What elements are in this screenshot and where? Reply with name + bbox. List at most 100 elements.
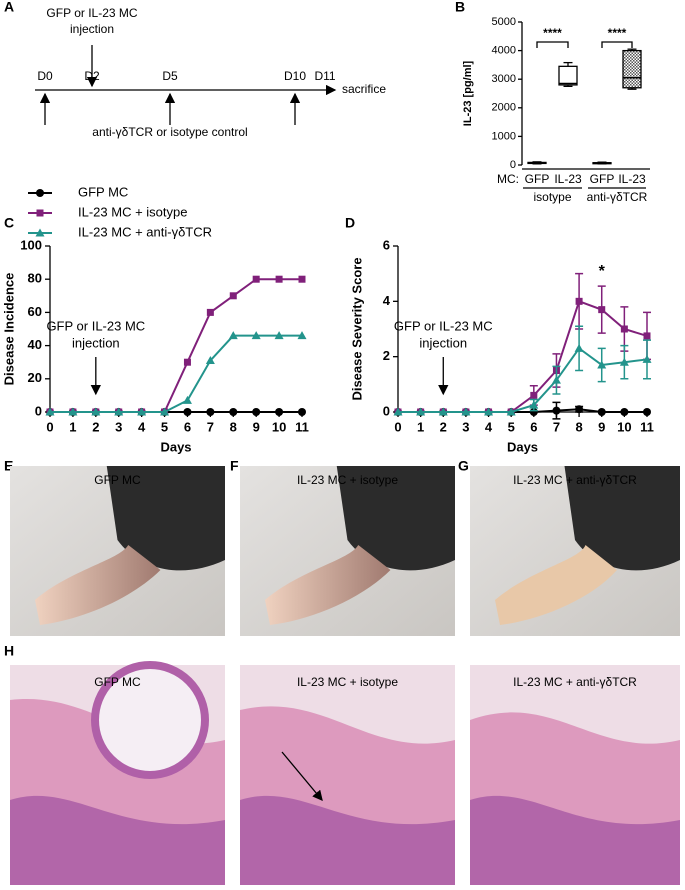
timeline-day: D10 xyxy=(284,69,306,83)
x-axis-label: Days xyxy=(160,439,191,454)
x-tick-label: 10 xyxy=(272,419,286,434)
data-point xyxy=(598,306,606,314)
x-tick-label: 2 xyxy=(440,419,447,434)
data-point xyxy=(252,408,261,416)
x-tick-label: 8 xyxy=(575,419,582,434)
data-point xyxy=(643,332,651,340)
data-point xyxy=(229,408,238,416)
data-point xyxy=(643,408,651,416)
legend-label: IL-23 MC + isotype xyxy=(78,204,187,219)
histology-photo xyxy=(470,665,680,885)
series-line xyxy=(398,346,648,413)
x-tick-label: 3 xyxy=(115,419,122,434)
timeline-bottom-label: anti-γδTCR or isotype control xyxy=(92,125,247,139)
data-point xyxy=(274,331,284,340)
photo-title: IL-23 MC + isotype xyxy=(297,473,398,487)
x-tick-label: 5 xyxy=(508,419,515,434)
y-tick-label: 2000 xyxy=(492,102,516,114)
significance-bracket xyxy=(536,41,569,48)
x-tick-label: 0 xyxy=(394,419,401,434)
cartilage xyxy=(10,795,225,885)
y-tick-label: 40 xyxy=(28,337,42,352)
panel-label: B xyxy=(455,0,465,15)
x-tick-label: 1 xyxy=(69,419,76,434)
timeline-end-label: sacrifice xyxy=(342,82,386,96)
legend-marker xyxy=(35,228,45,237)
x-tick-label: 4 xyxy=(485,419,493,434)
significance-bracket xyxy=(601,41,633,48)
x-tick-label: 7 xyxy=(207,419,214,434)
y-tick-label: 0 xyxy=(35,403,42,418)
y-axis-label: IL-23 [pg/ml] xyxy=(462,60,474,126)
x-tick-label: 9 xyxy=(598,419,605,434)
gross-photo xyxy=(240,466,455,636)
timeline-day: D11 xyxy=(314,69,335,83)
x-tick-label: 4 xyxy=(138,419,146,434)
y-tick-label: 1000 xyxy=(492,130,516,142)
photo-title: IL-23 MC + anti-γδTCR xyxy=(513,675,637,689)
y-tick-label: 20 xyxy=(28,370,42,385)
legend-label: GFP MC xyxy=(78,184,128,199)
annotation: GFP or IL-23 MC xyxy=(46,318,145,333)
y-tick-label: 6 xyxy=(383,237,390,252)
data-point xyxy=(642,354,652,363)
photo-title: GFP MC xyxy=(94,473,141,487)
data-point xyxy=(484,407,494,416)
box xyxy=(622,49,642,89)
y-tick-label: 0 xyxy=(510,159,516,171)
legend-label: IL-23 MC + anti-γδTCR xyxy=(78,224,212,239)
data-point xyxy=(620,325,628,333)
significance-label: * xyxy=(599,263,606,280)
data-point xyxy=(393,407,403,416)
group-label: isotype xyxy=(533,190,571,204)
x-tick-label: 6 xyxy=(184,419,191,434)
histology-photo xyxy=(10,661,225,885)
cartilage xyxy=(240,795,455,885)
data-point xyxy=(506,407,516,416)
data-point xyxy=(206,308,214,316)
data-point xyxy=(574,343,584,352)
y-tick-label: 3000 xyxy=(492,73,516,85)
fur xyxy=(336,466,455,571)
gross-photo xyxy=(10,466,225,636)
significance-label: **** xyxy=(543,26,562,40)
paw xyxy=(35,545,161,625)
y-tick-label: 80 xyxy=(28,271,42,286)
paw xyxy=(265,545,391,625)
x-tick-label: 1 xyxy=(417,419,424,434)
timeline-top-label: GFP or IL-23 MC xyxy=(46,6,137,20)
timeline-day: D5 xyxy=(162,69,178,83)
data-point xyxy=(597,408,606,416)
panel-label: C xyxy=(4,215,14,231)
panel-label: H xyxy=(4,643,14,659)
photo-title: GFP MC xyxy=(94,675,141,689)
timeline-top-label: injection xyxy=(70,22,114,36)
data-point xyxy=(529,400,539,409)
significance-label: **** xyxy=(608,26,627,40)
data-point xyxy=(206,408,215,416)
data-point xyxy=(552,406,561,415)
fur xyxy=(564,466,680,571)
data-point xyxy=(45,407,55,416)
data-point xyxy=(91,407,101,416)
legend-marker xyxy=(36,209,44,217)
y-tick-label: 2 xyxy=(383,348,390,363)
data-point xyxy=(160,407,170,416)
data-point xyxy=(182,395,192,404)
data-point xyxy=(298,408,306,416)
cartilage xyxy=(470,795,680,885)
data-point xyxy=(114,407,124,416)
annotation: GFP or IL-23 MC xyxy=(394,318,493,333)
x-tick-label: 0 xyxy=(46,419,53,434)
x-tick-label: 11 xyxy=(295,419,309,434)
photo-title: IL-23 MC + isotype xyxy=(297,675,398,689)
group-label: anti-γδTCR xyxy=(587,190,648,204)
photo-title: IL-23 MC + anti-γδTCR xyxy=(513,473,637,487)
x-tick-label: 11 xyxy=(640,419,654,434)
data-point xyxy=(461,407,471,416)
histology-photo xyxy=(240,665,455,885)
data-point xyxy=(228,331,238,340)
y-tick-label: 60 xyxy=(28,304,42,319)
x-tick-label: 8 xyxy=(230,419,237,434)
panel-label: A xyxy=(4,0,14,15)
